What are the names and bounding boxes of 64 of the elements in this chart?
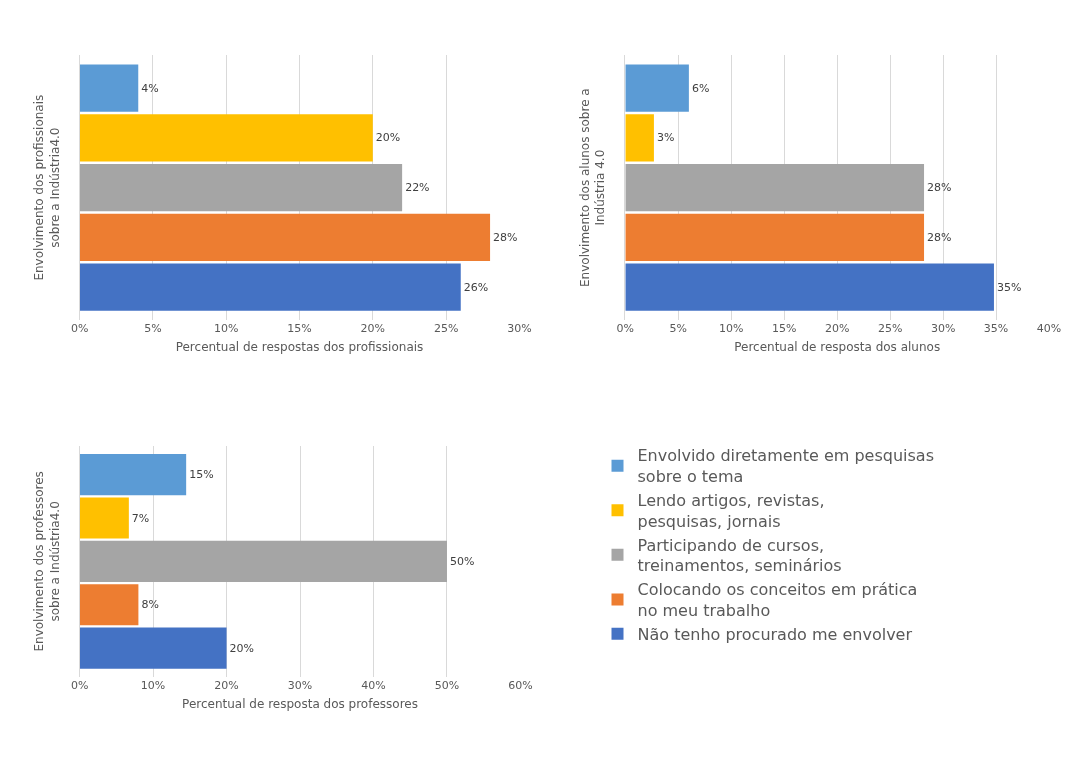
- x-tick-label: 25%: [877, 321, 903, 335]
- bar: [79, 540, 447, 582]
- x-axis-title: Percentual de resposta dos alunos: [734, 339, 941, 354]
- legend-label: Lendo artigos, revistas, pesquisas, jornais: [637, 491, 825, 531]
- x-tick-label: 0%: [70, 678, 89, 692]
- x-tick-label: 10%: [140, 678, 166, 692]
- x-tick-label: 30%: [287, 678, 313, 692]
- bar: [625, 114, 654, 162]
- data-label: 3%: [656, 131, 675, 145]
- data-label: 22%: [405, 181, 430, 195]
- x-tick-label: 30%: [930, 321, 956, 335]
- bar: [625, 164, 925, 212]
- bar: [79, 627, 227, 669]
- y-axis-title: Envolvimento dos profissionais sobre a Indústria4.0: [32, 94, 62, 281]
- bar: [79, 164, 403, 212]
- x-tick-label: 25%: [433, 321, 459, 335]
- x-axis-title: Percentual de resposta dos professores: [182, 696, 418, 711]
- x-tick-label: 5%: [669, 321, 688, 335]
- data-label: 15%: [189, 468, 214, 482]
- data-label: 28%: [927, 230, 952, 244]
- x-tick-label: 20%: [214, 678, 239, 692]
- data-label: 35%: [996, 280, 1022, 294]
- x-tick-label: 5%: [144, 321, 162, 335]
- data-label: 7%: [131, 511, 150, 525]
- legend-label: Envolvido diretamente em pesquisas sobre o tema: [637, 446, 934, 487]
- y-axis-title: Envolvimento dos professores sobre a Indústria4.0: [32, 471, 62, 652]
- y-axis-title: Envolvimento dos alunos sobre a Indústria 4.0: [577, 88, 608, 287]
- x-axis-title: Percentual de respostas dos profissionais: [175, 339, 424, 354]
- x-tick-label: 0%: [70, 321, 89, 335]
- x-tick-label: 35%: [983, 321, 1009, 335]
- bar: [79, 454, 187, 496]
- x-tick-label: 60%: [508, 678, 533, 692]
- data-label: 26%: [463, 280, 489, 294]
- x-tick-label: 0%: [616, 321, 635, 335]
- x-tick-label: 20%: [824, 321, 850, 335]
- bar: [79, 114, 373, 162]
- bar: [79, 584, 139, 626]
- x-tick-label: 20%: [360, 321, 386, 335]
- data-label: 6%: [691, 81, 710, 95]
- x-tick-label: 50%: [434, 678, 460, 692]
- legend-label: Colocando os conceitos em prática no meu trabalho: [637, 580, 918, 621]
- x-tick-label: 15%: [771, 321, 797, 335]
- x-tick-label: 40%: [361, 678, 386, 692]
- bar: [625, 213, 925, 261]
- x-tick-label: 15%: [287, 321, 312, 335]
- data-label: 20%: [375, 131, 401, 145]
- data-label: 8%: [141, 598, 159, 612]
- data-label: 20%: [229, 641, 255, 655]
- bar: [625, 64, 689, 112]
- data-label: 28%: [493, 230, 518, 244]
- bar: [79, 263, 461, 311]
- legend-label: Não tenho procurado me envolver: [637, 624, 913, 644]
- bar: [625, 263, 994, 311]
- x-tick-label: 30%: [507, 321, 532, 335]
- data-label: 28%: [927, 181, 952, 195]
- bar: [79, 497, 129, 539]
- bar: [79, 64, 139, 112]
- bar: [79, 213, 491, 261]
- data-label: 50%: [449, 554, 475, 568]
- legend-label: Participando de cursos, treinamentos, seminários: [637, 535, 842, 576]
- x-tick-label: 40%: [1036, 321, 1062, 335]
- data-label: 4%: [141, 81, 159, 95]
- x-tick-label: 10%: [213, 321, 239, 335]
- x-tick-label: 10%: [719, 321, 744, 335]
